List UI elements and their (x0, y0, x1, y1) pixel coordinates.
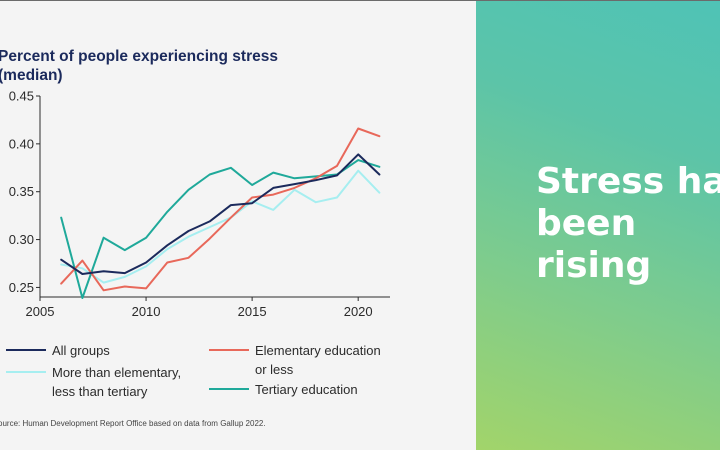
legend-label-tertiary: Tertiary education (255, 382, 358, 397)
y-tick-label: 0.35 (9, 184, 34, 199)
y-tick-label: 0.45 (9, 89, 34, 104)
top-rule (0, 0, 720, 1)
legend-label-elementary: Elementary education or less (255, 343, 381, 377)
y-tick-label: 0.40 (9, 136, 34, 151)
line-chart: 0.25 0.30 0.35 0.40 0.45 2005 2010 2015 2020 (9, 89, 390, 319)
chart-panel: Percent of people experiencing stress (m… (0, 1, 476, 450)
chart-axes: 0.25 0.30 0.35 0.40 0.45 2005 2010 2015 2020 (9, 89, 390, 319)
legend-swatch-elementary (209, 349, 249, 351)
heading-line-3: rising (536, 245, 652, 286)
legend-label-all-groups: All groups (52, 343, 110, 358)
y-tick-label: 0.25 (9, 280, 34, 295)
heading-line-1: Stress has (536, 161, 720, 202)
slide-heading: Stress has been rising (536, 161, 720, 287)
series-line-elementary-education-or-less (60, 127, 381, 292)
legend-label-secondary: More than elementary, less than tertiary (52, 365, 182, 399)
series-line-more-than-elementary-less-than-tertiary (60, 169, 381, 284)
y-tick-label: 0.30 (9, 232, 34, 247)
legend-item-secondary: More than elementary, less than tertiary (6, 363, 181, 401)
x-tick-label: 2005 (26, 304, 55, 319)
chart-title: Percent of people experiencing stress (m… (0, 48, 278, 84)
x-tick-label: 2015 (238, 304, 267, 319)
legend-swatch-tertiary (209, 388, 249, 390)
heading-line-2: been (536, 203, 637, 244)
heading-panel: Stress has been rising (476, 1, 720, 450)
chart-series (60, 127, 381, 299)
legend-swatch-secondary (6, 371, 46, 373)
legend-item-tertiary: Tertiary education (209, 380, 358, 399)
x-tick-label: 2020 (344, 304, 373, 319)
legend-swatch-all-groups (6, 349, 46, 351)
legend-item-all-groups: All groups (6, 341, 110, 360)
series-line-tertiary-education (60, 159, 381, 299)
source-note: ource: Human Development Report Office b… (0, 419, 266, 428)
series-line-all-groups (60, 153, 381, 275)
x-tick-label: 2010 (132, 304, 161, 319)
legend-item-elementary: Elementary education or less (209, 341, 381, 379)
